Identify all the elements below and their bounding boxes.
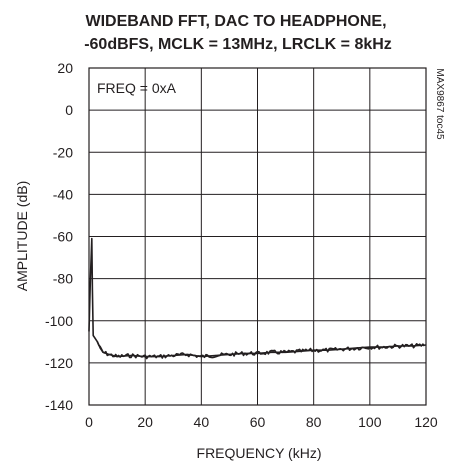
series-point [341,348,343,350]
series-point [130,354,132,357]
series-point [284,351,287,353]
series-point [172,354,174,357]
series-point [383,346,385,348]
x-tick-label: 20 [137,414,153,430]
y-axis-label: AMPLITUDE (dB) [14,181,30,291]
annotation: FREQ = 0xA [97,80,177,96]
x-tick-label: 40 [194,414,210,430]
x-tick-label: 60 [250,414,266,430]
series-point [200,355,202,358]
y-tick-label: -120 [45,355,73,371]
y-tick-label: -20 [53,144,73,160]
chart-title-line1: WIDEBAND FFT, DAC TO HEADPHONE, [85,13,386,30]
series-point [411,345,413,347]
y-tick-label: -40 [53,186,73,202]
series-point [270,351,273,353]
y-tick-labels: 20 0 -20 -40 -60 -80 -100 -120 -140 [45,60,73,413]
series-point [228,353,231,356]
series-point [242,352,245,354]
series-point [99,347,101,349]
series-point [369,346,371,348]
series-point [116,355,118,358]
series-layer [88,237,427,360]
series-point [91,238,93,240]
series-point [214,354,216,357]
series-point [108,353,110,356]
x-axis-label: FREQUENCY (kHz) [197,445,322,461]
series-point [397,345,399,347]
series-point [91,288,93,290]
series-point [299,350,301,352]
series-point [88,330,90,332]
grid [89,68,426,405]
x-tick-label: 0 [85,414,93,430]
series-point [256,352,259,354]
x-tick-label: 80 [306,414,322,430]
series-point [144,355,146,358]
y-tick-label: -100 [45,313,73,329]
series-point [355,347,357,349]
series-point [102,351,104,353]
series-point [92,334,94,337]
y-tick-label: 0 [65,102,73,118]
x-tick-labels: 0 20 40 60 80 100 120 [85,414,438,430]
series-point [94,337,96,339]
series-point [425,344,427,346]
series-point [327,349,329,351]
series-point [96,341,99,343]
y-tick-label: -140 [45,397,73,413]
x-tick-label: 120 [414,414,438,430]
series-point [186,353,188,356]
series-point [89,278,92,280]
x-tick-label: 100 [358,414,382,430]
series-point [158,355,160,358]
y-tick-label: -60 [53,229,73,245]
y-tick-label: 20 [57,60,73,76]
chart-title-line2: -60dBFS, MCLK = 13MHz, LRCLK = 8kHz [84,36,392,53]
y-tick-label: -80 [53,271,73,287]
plot-frame [88,67,427,406]
part-number: MAX9867 toc45 [434,68,445,140]
series-point [313,349,315,351]
